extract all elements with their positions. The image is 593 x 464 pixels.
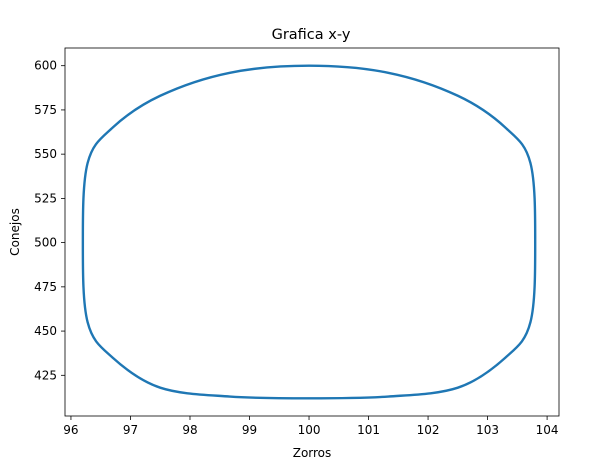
series-0-point-20 <box>308 65 309 66</box>
series-0-point-13 <box>112 357 113 358</box>
series-0-point-4 <box>530 162 531 163</box>
series-0-point-8 <box>457 387 458 388</box>
y-tick-label-7: 600 <box>34 59 57 73</box>
x-tick-label-7: 103 <box>476 423 499 437</box>
series-0-point-18 <box>160 95 161 96</box>
series-0-point-1 <box>388 72 389 73</box>
series-0-point-5 <box>535 242 536 243</box>
series-0-point-17 <box>112 127 113 128</box>
series-0-point-19 <box>229 72 230 73</box>
y-axis-label: Conejos <box>8 208 22 256</box>
series-0-point-14 <box>87 322 88 323</box>
x-tick-label-5: 101 <box>357 423 380 437</box>
x-tick-label-4: 100 <box>298 423 321 437</box>
y-tick-label-0: 425 <box>34 368 57 382</box>
series-0-point-15 <box>82 242 83 243</box>
x-axis-label: Zorros <box>293 446 332 460</box>
y-tick-label-6: 575 <box>34 103 57 117</box>
series-0-point-6 <box>530 322 531 323</box>
y-tick-label-3: 500 <box>34 236 57 250</box>
y-tick-label-2: 475 <box>34 280 57 294</box>
x-tick-label-8: 104 <box>536 423 559 437</box>
series-0-point-3 <box>505 127 506 128</box>
x-tick-label-3: 99 <box>242 423 257 437</box>
series-0-point-2 <box>457 95 458 96</box>
series-0-point-10 <box>308 398 309 399</box>
y-tick-label-4: 525 <box>34 191 57 205</box>
y-tick-label-5: 550 <box>34 147 57 161</box>
x-tick-label-0: 96 <box>63 423 78 437</box>
x-tick-label-6: 102 <box>417 423 440 437</box>
series-0-point-11 <box>229 396 230 397</box>
series-0-point-9 <box>388 396 389 397</box>
series-0-point-12 <box>160 387 161 388</box>
series-0-point-16 <box>87 162 88 163</box>
y-tick-label-1: 450 <box>34 324 57 338</box>
series-0-point-7 <box>505 357 506 358</box>
x-tick-label-2: 98 <box>182 423 197 437</box>
x-tick-label-1: 97 <box>123 423 138 437</box>
chart-title: Grafica x-y <box>272 27 351 43</box>
